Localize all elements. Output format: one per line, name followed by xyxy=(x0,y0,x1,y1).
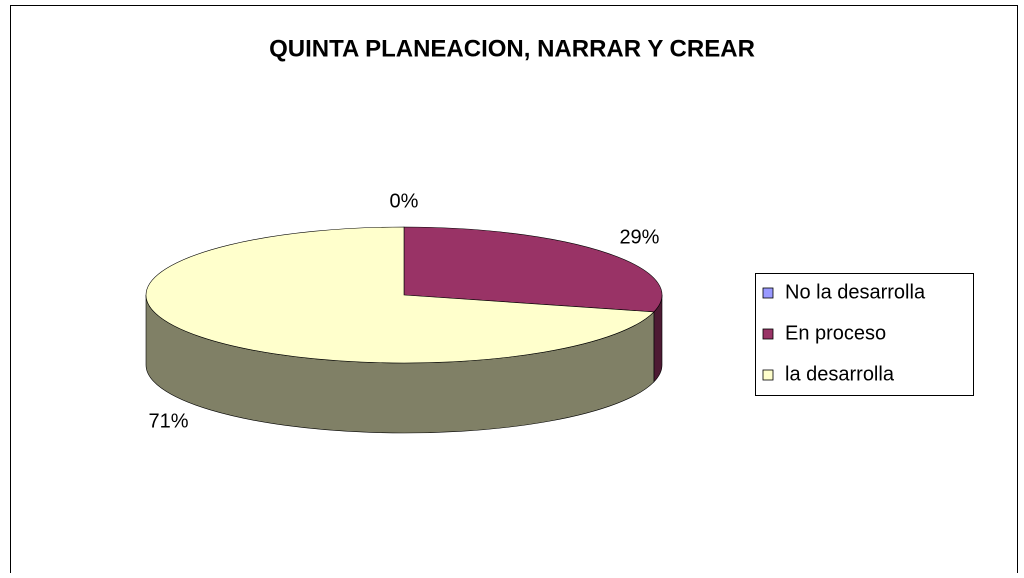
legend-label: En proceso xyxy=(785,322,886,344)
chart-title: QUINTA PLANEACION, NARRAR Y CREAR xyxy=(269,35,755,62)
legend-swatch xyxy=(762,328,774,340)
legend-swatch xyxy=(762,287,774,299)
data-label: 71% xyxy=(149,410,189,432)
legend-swatch xyxy=(762,369,774,381)
legend-label: la desarrolla xyxy=(785,363,895,385)
data-label: 29% xyxy=(619,226,659,248)
legend-box xyxy=(755,273,974,396)
pie-slice xyxy=(403,226,663,313)
pie-slice xyxy=(145,226,655,364)
data-label: 0% xyxy=(390,190,419,212)
legend-label: No la desarrolla xyxy=(785,281,926,303)
